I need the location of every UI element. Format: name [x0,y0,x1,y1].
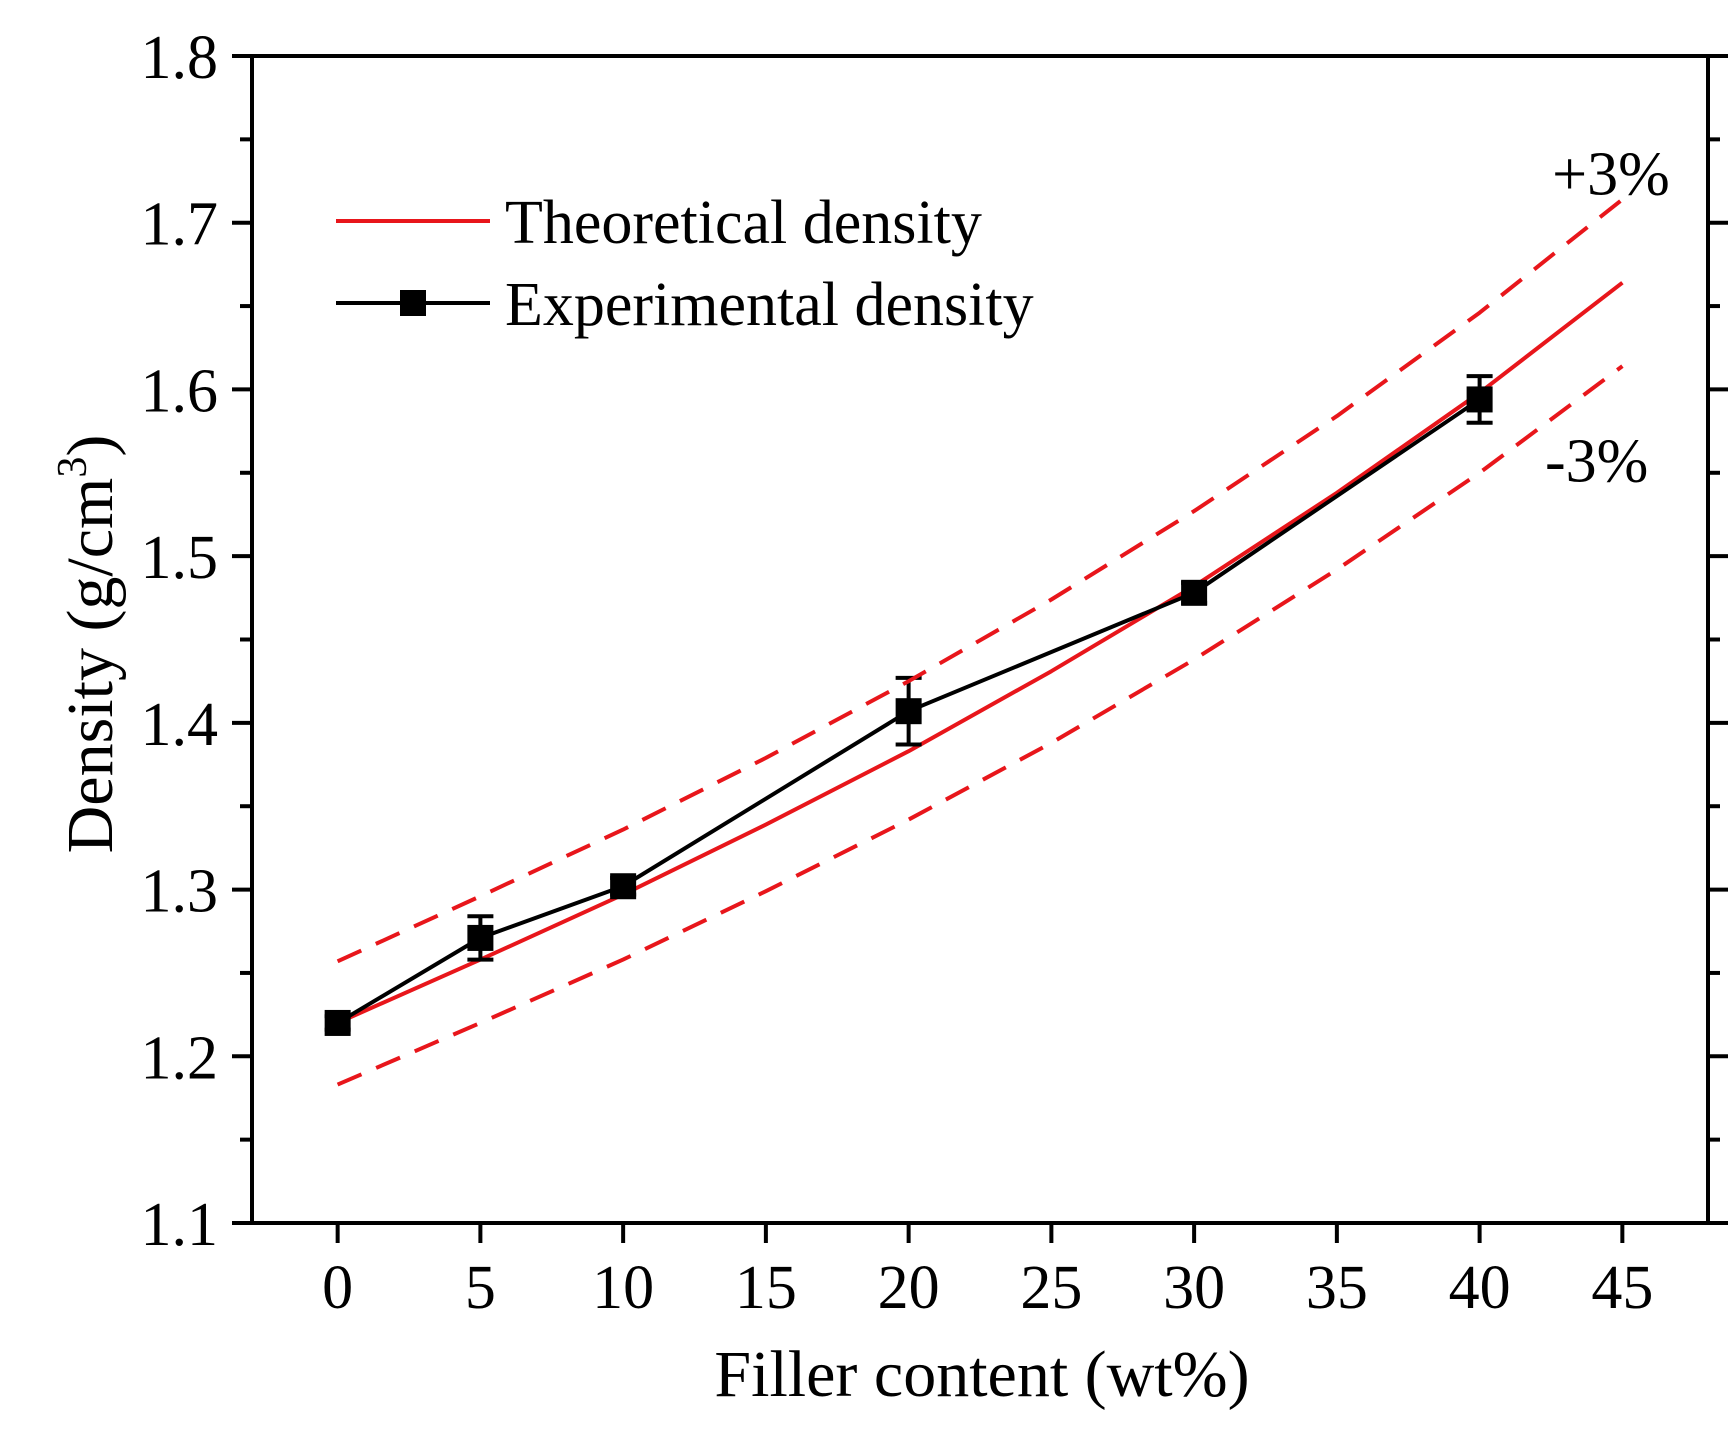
data-point [324,1009,351,1036]
x-tick-label: 25 [1020,1254,1082,1322]
annotation-minus-3-percent: -3% [1545,427,1648,495]
legend-theoretical-label: Theoretical density [505,189,982,257]
data-point [467,924,494,951]
series-line-minus-3 [336,364,1624,1087]
series-line-experimental-density [336,397,1481,1025]
y-axis-title-main: Density (g/cm [54,478,127,854]
data-point [895,698,922,725]
axis-tick-labels: 0 5 10 15 20 25 30 35 40 45 1.1 1.2 1.3 1.4 1.5 1.6 1.7 1… [141,24,1654,1322]
series-layer [324,197,1624,1087]
x-axis-title: Filler content (wt%) [714,1338,1249,1411]
y-tick-label: 1.8 [141,24,219,92]
x-tick-label: 0 [322,1254,353,1322]
y-tick-label: 1.2 [141,1024,219,1092]
y-axis-title-close: ) [54,435,127,457]
series-line-theoretical-density [336,281,1624,1025]
axis-ticks [232,54,1728,1243]
series-line-plusminus-3 [336,197,1624,964]
y-tick-label: 1.6 [141,357,219,425]
data-point [1466,386,1493,413]
y-tick-label: 1.4 [141,691,219,759]
y-tick-label: 1.5 [141,524,219,592]
x-tick-label: 20 [878,1254,940,1322]
y-tick-label: 1.3 [141,858,219,926]
legend: Theoretical density Experimental density [336,189,1034,339]
data-point [1181,579,1208,606]
y-tick-label: 1.1 [141,1191,219,1259]
annotation-plus-3-percent: +3% [1552,141,1670,209]
y-axis-title: Density (g/cm3) [50,435,127,854]
legend-experimental-marker [400,290,426,316]
y-axis-title-superscript: 3 [50,457,96,478]
data-point [610,873,637,900]
x-tick-label: 40 [1449,1254,1511,1322]
x-tick-label: 5 [465,1254,496,1322]
legend-experimental-label: Experimental density [505,271,1034,339]
x-tick-label: 10 [592,1254,654,1322]
x-tick-label: 15 [735,1254,797,1322]
x-tick-label: 45 [1591,1254,1653,1322]
x-tick-label: 35 [1306,1254,1368,1322]
y-tick-label: 1.7 [141,191,219,259]
x-tick-label: 30 [1163,1254,1225,1322]
